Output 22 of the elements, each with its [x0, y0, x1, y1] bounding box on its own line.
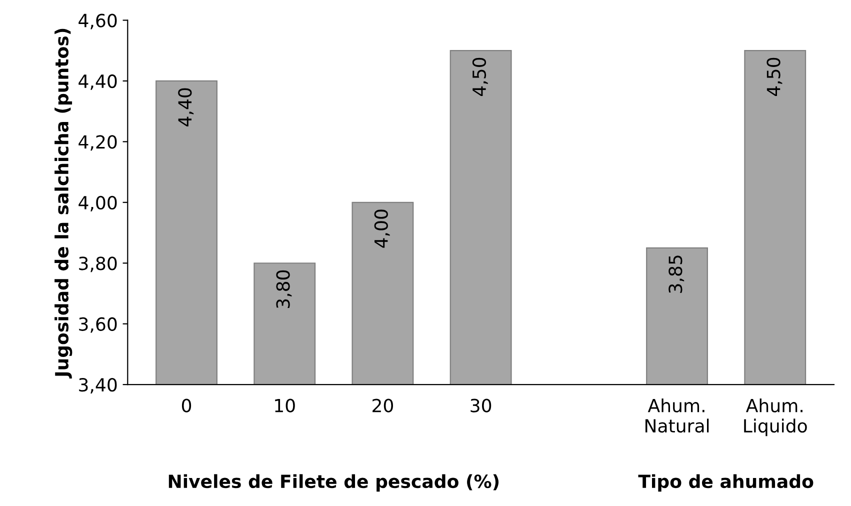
- data-label: 4,50: [766, 58, 782, 96]
- data-label: 4,50: [472, 58, 488, 96]
- y-tick-label: 3,40: [79, 378, 117, 394]
- y-tick-label: 4,00: [78, 196, 117, 212]
- y-tick-label: 4,40: [78, 74, 117, 90]
- x-tick-label: 10: [275, 398, 295, 412]
- y-axis-title: Jugosidad de la salchicha (puntos): [54, 28, 72, 378]
- y-tick-label: 4,60: [78, 14, 117, 30]
- x-tick-label: 20: [372, 398, 393, 412]
- y-tick-label: 3,60: [79, 317, 117, 333]
- x-axis-title: Niveles de Filete de pescado (%): [168, 474, 499, 492]
- data-label: 3,80: [276, 270, 292, 308]
- text: Tipo de ahumado: [638, 474, 814, 492]
- y-tick-label: 3,80: [79, 256, 117, 272]
- x-tick-label: Ahum. Liquido: [744, 398, 807, 436]
- data-label: 4,40: [178, 88, 194, 126]
- data-label: 4,00: [374, 210, 390, 248]
- x-tick-label: 30: [470, 398, 492, 412]
- x-tick-label: Ahum. Natural: [645, 398, 709, 433]
- data-label: 3,85: [668, 256, 684, 293]
- x-tick-label: 0: [182, 398, 192, 412]
- y-tick-label: 4,20: [78, 135, 117, 151]
